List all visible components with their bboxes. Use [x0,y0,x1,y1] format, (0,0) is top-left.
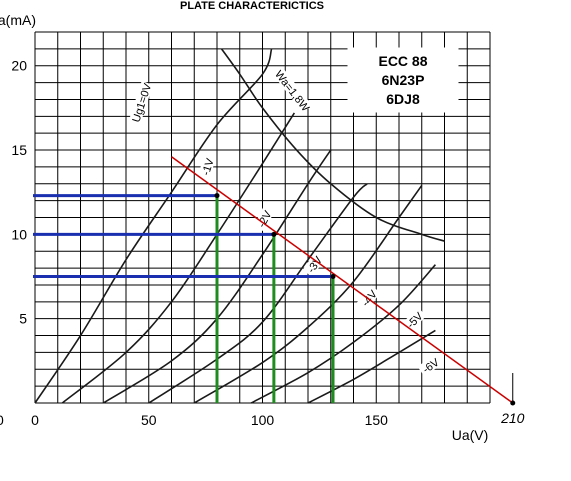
chart-title: PLATE CHARACTERICTICS [180,0,324,12]
y-tick-label: 5 [19,311,27,327]
curve-label-bg [356,285,381,311]
y-tick-label-zero: 0 [0,412,4,428]
tube-id-text: 6N23P [382,72,425,88]
curve-label-bg [253,205,275,232]
load-line [171,156,514,404]
series-line [148,183,368,404]
dissipation-label-bg [273,68,313,113]
x-tick-label: 100 [251,412,275,428]
operating-point [330,274,336,280]
load-line-end-label: 210 [500,410,525,426]
series-line [102,149,332,404]
dissipation-label: Wa=1,8W [272,69,312,115]
operating-point [214,193,220,199]
y-tick-label: 10 [11,226,27,242]
y-tick-label: 20 [11,58,27,74]
curve-label: Ug1=0V [131,81,155,123]
series-line [61,112,296,404]
y-axis-label: Ia(mA) [0,12,36,28]
tube-id-text: 6DJ8 [386,91,420,107]
curve-label-bg [417,353,443,377]
curve-label-bg [302,251,326,277]
series-line [34,48,273,404]
dissipation-curve [220,48,445,242]
curve-label-bg [128,81,154,124]
tube-id-text: ECC 88 [378,53,427,69]
series-line [250,264,436,404]
x-tick-label: 50 [141,412,157,428]
curve-label-bg [401,307,427,332]
series-line [307,329,436,404]
y-tick-label: 15 [11,142,27,158]
x-tick-label: 0 [31,412,39,428]
x-tick-label: 150 [365,412,389,428]
tube-id-box [347,47,459,113]
series-line [193,184,423,404]
curve-label-bg [197,153,217,180]
curve-label: -1V [200,156,217,177]
operating-point [271,231,277,237]
load-line-end-point [510,400,516,406]
x-axis-label: Ua(V) [452,427,489,443]
